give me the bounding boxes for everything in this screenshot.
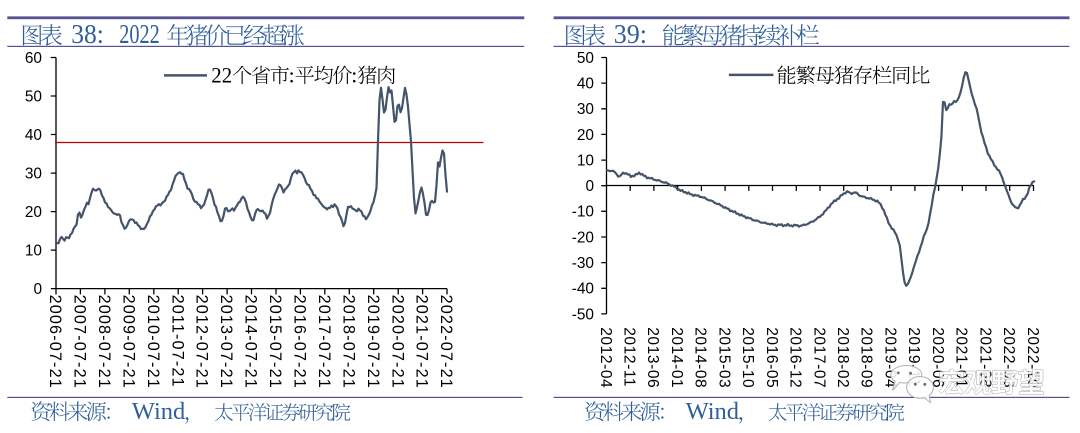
svg-text:50: 50	[25, 88, 42, 105]
svg-text:2012-04: 2012-04	[597, 327, 614, 388]
svg-text:22: 22	[211, 62, 232, 87]
svg-text:-40: -40	[572, 281, 594, 298]
svg-text:2014-07-21: 2014-07-21	[242, 295, 260, 389]
svg-text:2017-07-21: 2017-07-21	[315, 295, 333, 389]
svg-text:2010-07-21: 2010-07-21	[144, 295, 162, 389]
svg-text:10: 10	[577, 153, 594, 170]
svg-text:-30: -30	[572, 255, 594, 272]
svg-text:2012-07-21: 2012-07-21	[193, 295, 211, 389]
svg-text:40: 40	[577, 76, 594, 93]
svg-text:Wind: Wind	[686, 398, 739, 425]
svg-text:2016-12: 2016-12	[787, 327, 804, 388]
svg-text:0: 0	[585, 178, 594, 195]
svg-text:0: 0	[33, 281, 42, 298]
svg-text:30: 30	[25, 166, 42, 183]
svg-text:2019-07-21: 2019-07-21	[364, 295, 382, 389]
svg-text::: :	[351, 62, 357, 87]
svg-text:20: 20	[25, 204, 42, 221]
svg-text:30: 30	[577, 101, 594, 118]
svg-text:2007-07-21: 2007-07-21	[71, 295, 89, 389]
svg-text:40: 40	[25, 127, 42, 144]
svg-text:2015-10: 2015-10	[739, 327, 756, 388]
svg-text:50: 50	[577, 50, 594, 67]
svg-text:2011-07-21: 2011-07-21	[168, 295, 186, 388]
svg-text:2015-03: 2015-03	[715, 327, 732, 388]
svg-text:2013-07-21: 2013-07-21	[217, 295, 235, 389]
svg-text:2020-07-21: 2020-07-21	[388, 295, 406, 389]
svg-text:2017-07: 2017-07	[810, 327, 827, 388]
svg-text:-10: -10	[572, 204, 594, 221]
svg-text:39:: 39:	[614, 19, 647, 49]
svg-text:2016-05: 2016-05	[763, 327, 780, 388]
svg-text:38:: 38:	[71, 19, 104, 49]
svg-text:2014-01: 2014-01	[668, 327, 685, 388]
svg-text:2018-09: 2018-09	[858, 327, 875, 388]
svg-text:2018-07-21: 2018-07-21	[339, 295, 357, 389]
svg-text:2015-07-21: 2015-07-21	[266, 295, 284, 389]
svg-text:2016-07-21: 2016-07-21	[291, 295, 309, 389]
svg-text:60: 60	[25, 50, 42, 67]
svg-text:Wind: Wind	[132, 398, 185, 425]
svg-text:-50: -50	[572, 306, 594, 323]
svg-text:2021-07-21: 2021-07-21	[413, 295, 431, 389]
svg-text:2012-11: 2012-11	[621, 327, 638, 387]
svg-text:-20: -20	[572, 229, 594, 246]
svg-text:2013-06: 2013-06	[644, 327, 661, 388]
svg-text:2014-08: 2014-08	[692, 327, 709, 388]
svg-text:2018-02: 2018-02	[834, 327, 851, 388]
svg-text:2008-07-21: 2008-07-21	[95, 295, 113, 389]
svg-text:2022: 2022	[119, 19, 160, 49]
svg-text:2022-07-21: 2022-07-21	[437, 295, 455, 389]
svg-text:10: 10	[25, 243, 42, 260]
svg-text:20: 20	[577, 127, 594, 144]
svg-text:2009-07-21: 2009-07-21	[119, 295, 137, 389]
svg-text:2006-07-21: 2006-07-21	[46, 295, 64, 389]
svg-text::: :	[289, 62, 295, 87]
